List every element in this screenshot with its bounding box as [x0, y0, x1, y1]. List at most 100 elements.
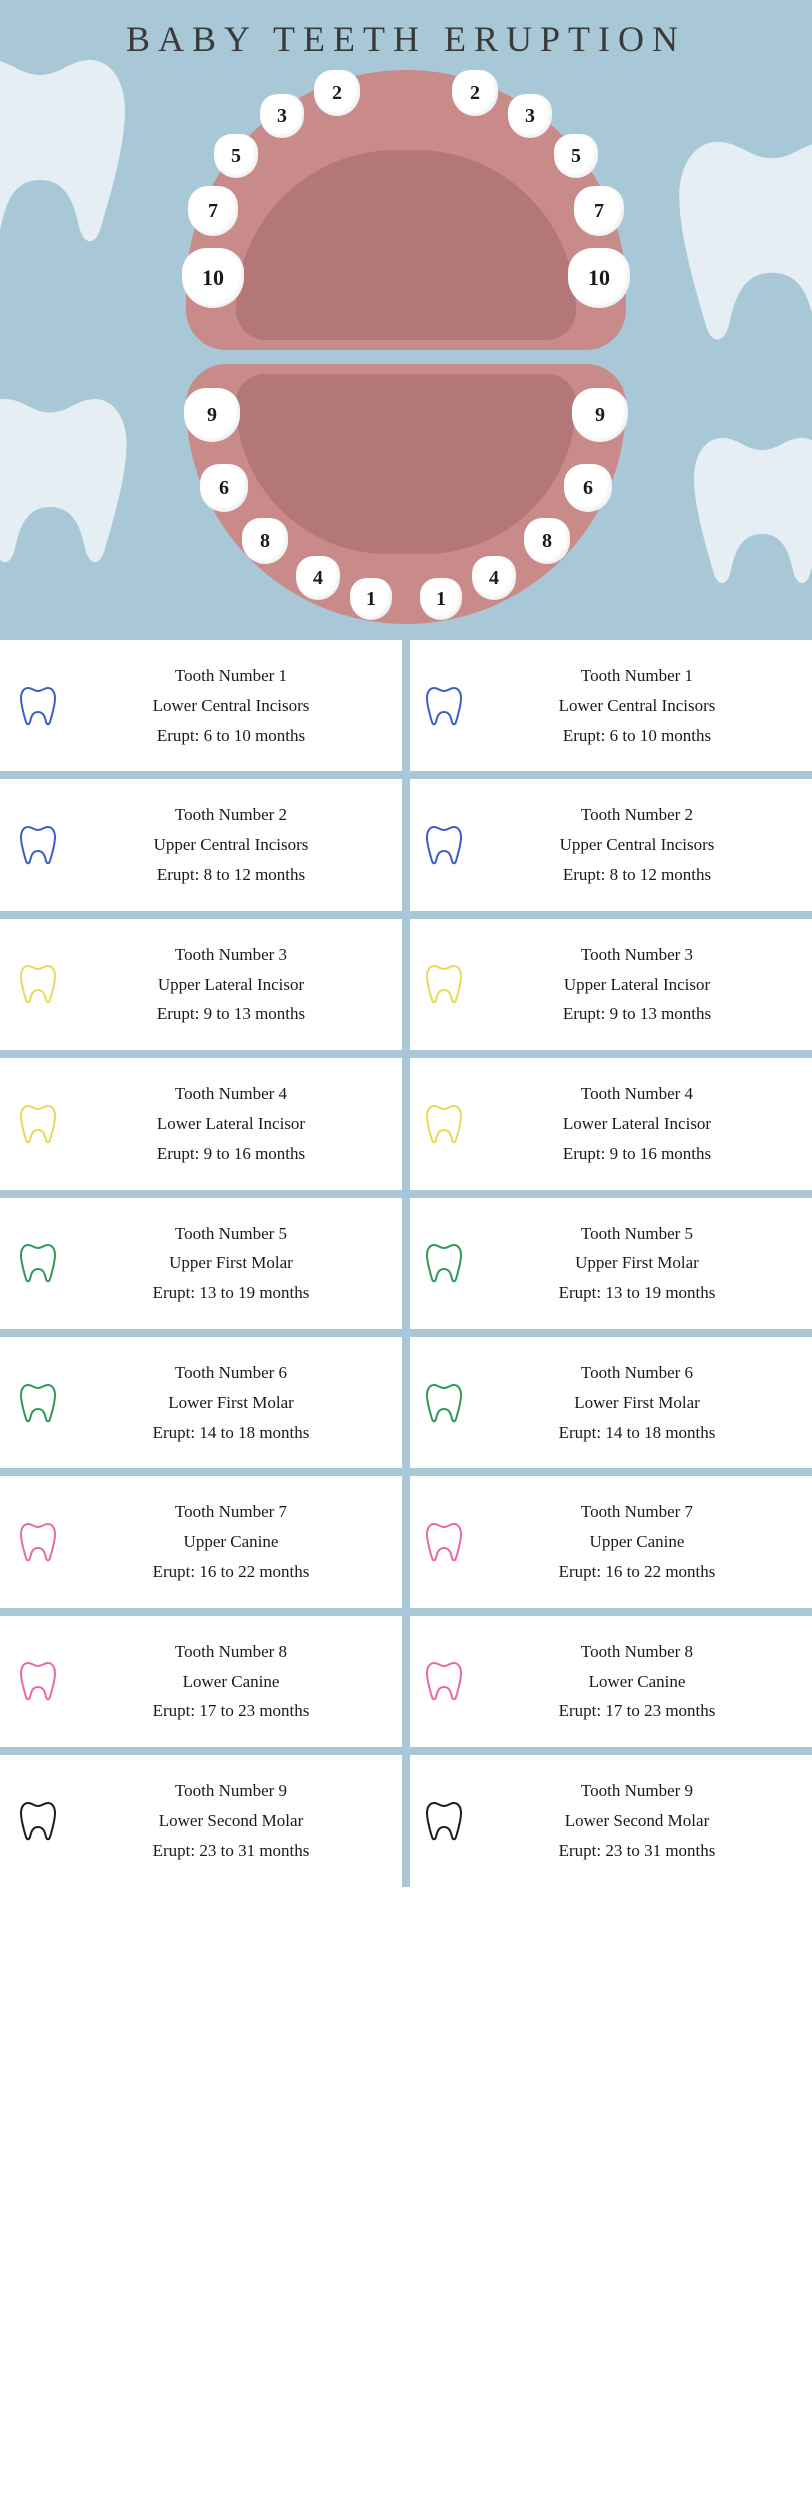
upper-tooth-left-molar2: 10 [182, 248, 244, 308]
upper-jaw: 10 7 5 3 2 2 3 5 7 10 [186, 70, 626, 350]
table-cell: Tooth Number 5 Upper First Molar Erupt: 13… [406, 1198, 812, 1329]
table-row: Tooth Number 4 Lower Lateral Incisor Erupt… [0, 1058, 812, 1189]
tooth-icon [18, 1381, 58, 1425]
tooth-name-label: Upper Canine [472, 1530, 802, 1554]
tooth-icon-wrap [416, 684, 472, 728]
tooth-info: Tooth Number 8Lower CanineErupt: 17 to 2… [66, 1634, 396, 1729]
row-divider [0, 1468, 812, 1476]
upper-tooth-left-lateral: 3 [260, 94, 304, 138]
tooth-name-label: Lower Second Molar [472, 1809, 802, 1833]
lower-tooth-left-canine: 8 [242, 518, 288, 564]
tooth-name-label: Lower Lateral Incisor [66, 1112, 396, 1136]
tooth-icon [424, 962, 464, 1006]
upper-tooth-right-central: 2 [452, 70, 498, 116]
upper-tooth-right-molar1: 5 [554, 134, 598, 178]
page-title: BABY TEETH ERUPTION [0, 0, 812, 70]
tooth-info: Tooth Number 1Lower Central IncisorsErup… [472, 658, 802, 753]
tooth-icon [424, 1659, 464, 1703]
tooth-name-label: Upper Central Incisors [66, 833, 396, 857]
tooth-icon [424, 1102, 464, 1146]
tooth-number-label: Tooth Number 1 [66, 664, 396, 688]
tooth-icon-wrap [416, 1241, 472, 1285]
table-cell: Tooth Number 8Lower CanineErupt: 17 to 2… [406, 1616, 812, 1747]
tooth-number-label: Tooth Number 5 [66, 1222, 396, 1246]
tooth-icon [18, 1241, 58, 1285]
table-cell: Tooth Number 6Lower First MolarErupt: 14… [0, 1337, 406, 1468]
tooth-icon [424, 1381, 464, 1425]
tooth-erupt-label: Erupt: 6 to 10 months [66, 724, 396, 748]
row-divider [0, 1608, 812, 1616]
bg-tooth-decoration [0, 380, 140, 580]
tooth-erupt-label: Erupt: 14 to 18 months [472, 1421, 802, 1445]
tooth-info: Tooth Number 2 Upper Central Incisors Erup… [472, 797, 802, 892]
table-cell: Tooth Number 9Lower Second MolarErupt: 2… [0, 1755, 406, 1886]
tooth-number-label: Tooth Number 5 [472, 1222, 802, 1246]
table-row: Tooth Number 2 Upper Central Incisors Erup… [0, 779, 812, 910]
tooth-erupt-label: Erupt: 16 to 22 months [472, 1560, 802, 1584]
eruption-table: Tooth Number 1Lower Central IncisorsErup… [0, 632, 812, 1887]
tooth-number-label: Tooth Number 4 [66, 1082, 396, 1106]
row-divider [0, 1190, 812, 1198]
row-divider [0, 1050, 812, 1058]
tooth-erupt-label: Erupt: 8 to 12 months [472, 863, 802, 887]
row-divider [0, 1329, 812, 1337]
table-cell: Tooth Number 4Lower Lateral IncisorErupt… [406, 1058, 812, 1189]
tooth-icon [424, 1520, 464, 1564]
row-divider [0, 911, 812, 919]
tooth-number-label: Tooth Number 2 [472, 803, 802, 827]
table-cell: Tooth Number 7Upper CanineErupt: 16 to 2… [406, 1476, 812, 1607]
tooth-icon [18, 823, 58, 867]
tooth-erupt-label: Erupt: 16 to 22 months [66, 1560, 396, 1584]
row-divider [0, 1747, 812, 1755]
tooth-erupt-label: Erupt: 13 to 19 months [66, 1281, 396, 1305]
tooth-info: Tooth Number 5 Upper First Molar Erupt: 13… [66, 1216, 396, 1311]
tooth-name-label: Upper Lateral Incisor [472, 973, 802, 997]
bg-tooth-decoration [662, 120, 812, 360]
tooth-name-label: Upper Central Incisors [472, 833, 802, 857]
tooth-icon [18, 1659, 58, 1703]
upper-tooth-left-molar1: 5 [214, 134, 258, 178]
table-row: Tooth Number 8Lower CanineErupt: 17 to 2… [0, 1616, 812, 1747]
upper-tooth-left-canine: 7 [188, 186, 238, 236]
tooth-name-label: Upper First Molar [66, 1251, 396, 1275]
tooth-icon [424, 823, 464, 867]
tooth-info: Tooth Number 9Lower Second MolarErupt: 2… [472, 1773, 802, 1868]
tooth-icon [424, 1241, 464, 1285]
tooth-number-label: Tooth Number 9 [66, 1779, 396, 1803]
tooth-icon [18, 1102, 58, 1146]
tooth-erupt-label: Erupt: 9 to 13 months [472, 1002, 802, 1026]
tooth-icon-wrap [10, 1520, 66, 1564]
tooth-info: Tooth Number 7Upper CanineErupt: 16 to 2… [66, 1494, 396, 1589]
tooth-icon-wrap [416, 1520, 472, 1564]
tooth-icon-wrap [10, 823, 66, 867]
tooth-erupt-label: Erupt: 9 to 13 months [66, 1002, 396, 1026]
tooth-name-label: Upper First Molar [472, 1251, 802, 1275]
tooth-icon-wrap [416, 823, 472, 867]
tooth-info: Tooth Number 8Lower CanineErupt: 17 to 2… [472, 1634, 802, 1729]
upper-tooth-right-lateral: 3 [508, 94, 552, 138]
tooth-number-label: Tooth Number 2 [66, 803, 396, 827]
lower-tooth-left-lateral: 4 [296, 556, 340, 600]
tooth-info: Tooth Number 3Upper Lateral IncisorErupt… [472, 937, 802, 1032]
tooth-erupt-label: Erupt: 13 to 19 months [472, 1281, 802, 1305]
table-cell: Tooth Number 3Upper Lateral IncisorErupt… [0, 919, 406, 1050]
tooth-erupt-label: Erupt: 8 to 12 months [66, 863, 396, 887]
lower-tooth-left-central: 1 [350, 578, 392, 620]
tooth-icon [424, 684, 464, 728]
tooth-info: Tooth Number 7Upper CanineErupt: 16 to 2… [472, 1494, 802, 1589]
table-cell: Tooth Number 8Lower CanineErupt: 17 to 2… [0, 1616, 406, 1747]
table-row: Tooth Number 9Lower Second MolarErupt: 2… [0, 1755, 812, 1886]
tooth-icon-wrap [416, 1102, 472, 1146]
tooth-number-label: Tooth Number 8 [66, 1640, 396, 1664]
tooth-erupt-label: Erupt: 9 to 16 months [66, 1142, 396, 1166]
tooth-erupt-label: Erupt: 9 to 16 months [472, 1142, 802, 1166]
tooth-erupt-label: Erupt: 14 to 18 months [66, 1421, 396, 1445]
tooth-info: Tooth Number 2 Upper Central Incisors Erup… [66, 797, 396, 892]
tooth-icon [424, 1799, 464, 1843]
tooth-icon-wrap [10, 684, 66, 728]
tooth-info: Tooth Number 1Lower Central IncisorsErup… [66, 658, 396, 753]
lower-tooth-right-molar1: 6 [564, 464, 612, 512]
table-cell: Tooth Number 2 Upper Central Incisors Erup… [0, 779, 406, 910]
tooth-icon-wrap [10, 1659, 66, 1703]
table-row: Tooth Number 5 Upper First Molar Erupt: 13… [0, 1198, 812, 1329]
